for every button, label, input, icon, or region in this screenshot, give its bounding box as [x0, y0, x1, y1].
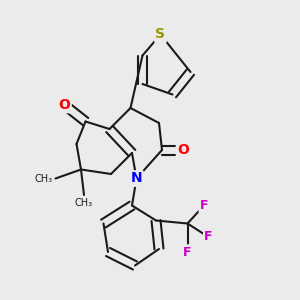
- Text: F: F: [204, 230, 213, 244]
- Text: N: N: [131, 172, 142, 185]
- Text: O: O: [177, 143, 189, 157]
- Text: CH₃: CH₃: [34, 173, 52, 184]
- Text: CH₃: CH₃: [75, 198, 93, 208]
- Text: F: F: [183, 245, 192, 259]
- Text: O: O: [58, 98, 70, 112]
- Text: F: F: [200, 199, 208, 212]
- Text: S: S: [155, 28, 166, 41]
